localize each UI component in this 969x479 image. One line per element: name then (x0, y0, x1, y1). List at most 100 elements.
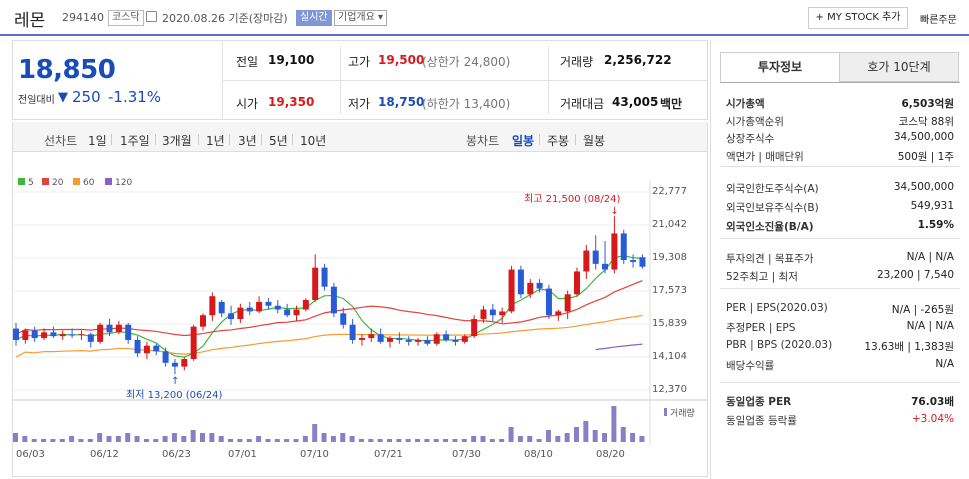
candle-body (630, 260, 637, 262)
volume-bar (293, 439, 299, 442)
invest-row-label: 동일업종 PER (726, 396, 792, 408)
candle-body (527, 282, 534, 295)
candle-body (574, 271, 580, 295)
calendar-icon (146, 11, 157, 22)
candle-body (545, 288, 552, 316)
period-1w[interactable]: 1주일 (120, 134, 150, 148)
period-5y[interactable]: 5년 (269, 134, 288, 148)
volume-bar (545, 430, 551, 442)
candle-body (134, 339, 141, 354)
candle-body (368, 334, 375, 339)
candle-body (59, 334, 66, 337)
volume-bar (555, 436, 561, 442)
candle-body (125, 324, 132, 340)
tab-hoga-10[interactable]: 호가 10단계 (839, 52, 959, 82)
high-label: 고가 (348, 55, 371, 69)
tab-invest-info[interactable]: 투자정보 (720, 52, 840, 82)
candle-body (293, 309, 300, 316)
volume-bar (246, 439, 252, 442)
amount-value: 43,005 (612, 95, 659, 109)
divider (223, 80, 707, 81)
y-tick: 15,839 (652, 318, 687, 329)
volume-bar (480, 436, 486, 442)
candle-body (78, 334, 85, 336)
volume-bar (125, 433, 131, 442)
company-overview-dropdown[interactable]: 기업개요 ▾ (334, 10, 387, 26)
amount-label: 거래대금 (560, 97, 605, 111)
candle-body (330, 286, 337, 314)
volume-bar (574, 427, 579, 442)
top-bar (0, 0, 969, 36)
market-badge: 코스닥 (108, 10, 144, 26)
legend-ma20: 20 (42, 178, 63, 188)
candle-body (106, 324, 113, 333)
period-1d[interactable]: 1일 (88, 134, 107, 148)
candle-body (218, 301, 225, 314)
period-1y[interactable]: 1년 (206, 134, 225, 148)
volume-bar (209, 433, 215, 442)
candle-body (639, 257, 646, 267)
invest-row-label: 시가총액순위 (726, 116, 784, 128)
candle-body (115, 324, 122, 333)
divider (720, 238, 960, 239)
volume-bar (443, 439, 449, 442)
x-tick: 06/23 (162, 449, 191, 460)
change-value: 250 (72, 88, 101, 106)
price-panel (12, 40, 708, 120)
volume-bar (97, 433, 103, 442)
volume-bar (115, 436, 121, 442)
volume-bar (302, 436, 308, 442)
y-tick: 14,104 (652, 351, 687, 362)
realtime-button[interactable]: 실시간 (296, 10, 332, 26)
volume-bar (171, 433, 177, 442)
candle-body (517, 269, 524, 295)
candle-weekly[interactable]: 주봉 (547, 134, 570, 148)
change-percent: -1.31% (108, 88, 162, 106)
x-tick: 08/20 (596, 449, 625, 460)
max-annotation: 최고 21,500 (08/24) (524, 194, 621, 205)
volume-bar (564, 433, 570, 442)
volume-bar (461, 439, 467, 442)
legend-ma5: 5 (18, 178, 34, 188)
candle-body (620, 233, 627, 261)
candle-body (22, 330, 29, 340)
my-stock-add-button[interactable]: + MY STOCK 추가 (808, 7, 908, 29)
right-panel (710, 40, 969, 479)
period-10y[interactable]: 10년 (300, 134, 327, 148)
candle-body (443, 334, 450, 340)
volume-bar (162, 436, 168, 442)
volume-legend: 거래량 (664, 406, 695, 419)
volume-bar (87, 439, 93, 442)
volume-bar (31, 439, 37, 442)
invest-row-value: N/A | N/A (906, 320, 954, 332)
candle-body (536, 282, 543, 289)
candle-body (508, 269, 515, 312)
invest-row-label: 액면가 | 매매단위 (726, 151, 804, 163)
candle-body (564, 294, 571, 312)
volume-bar (69, 436, 75, 442)
amount-unit: 백만 (660, 97, 683, 111)
candle-daily[interactable]: 일봉 (512, 134, 535, 148)
candle-monthly[interactable]: 월봉 (583, 134, 606, 148)
volume-bar (265, 439, 271, 442)
candle-body (555, 311, 562, 316)
invest-row-value: N/A (935, 358, 954, 370)
ma-line-120 (595, 343, 643, 351)
volume-bar (489, 439, 495, 442)
x-tick: 06/12 (90, 449, 119, 460)
period-3m[interactable]: 3개월 (162, 134, 192, 148)
low-label: 저가 (348, 97, 371, 111)
volume-bar (471, 436, 477, 442)
period-3y[interactable]: 3년 (238, 134, 257, 148)
volume-bar (228, 439, 234, 442)
quick-order-button[interactable]: 빠른주문 (920, 15, 957, 26)
invest-row-value: N/A | -265원 (891, 304, 954, 316)
candle-body (209, 296, 216, 316)
invest-row-label: 동일업종 등락률 (726, 415, 797, 427)
invest-row-label: 외국인보유주식수(B) (726, 202, 819, 214)
candle-body (349, 324, 356, 340)
candle-body (50, 332, 57, 337)
invest-row-value: 코스닥 88위 (898, 116, 954, 128)
down-arrow-icon: ▼ (58, 90, 68, 105)
